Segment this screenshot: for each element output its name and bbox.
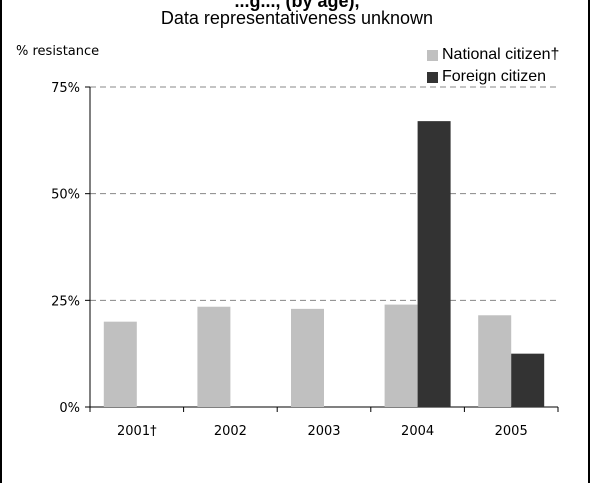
y-tick-label: 25% — [51, 294, 80, 309]
y-tick-label: 75% — [51, 81, 80, 96]
chart-title: ...g..., (by age), — [234, 0, 360, 11]
bar-foreign-4 — [511, 353, 545, 407]
bar-national-3 — [384, 304, 418, 407]
legend-swatch-national — [427, 49, 438, 61]
legend-item-national: National citizen† — [427, 44, 559, 66]
y-tick-label: 0% — [59, 401, 80, 416]
x-tick-label: 2003 — [307, 424, 340, 439]
x-tick-label: 2002 — [214, 424, 247, 439]
y-axis-label: % resistance — [16, 44, 100, 59]
bar-national-1 — [197, 306, 231, 407]
y-tick-label: 50% — [51, 188, 80, 203]
legend-label-foreign: Foreign citizen — [442, 68, 547, 85]
legend-swatch-foreign — [427, 71, 438, 83]
x-tick-label: 2001† — [117, 424, 157, 439]
bar-national-2 — [291, 308, 324, 407]
chart-subtitle: Data representativeness unknown — [160, 8, 434, 28]
legend-item-foreign: Foreign citizen — [427, 66, 559, 88]
bar-foreign-3 — [417, 121, 451, 407]
bar-national-4 — [478, 315, 512, 407]
x-tick-label: 2004 — [401, 424, 434, 439]
legend: National citizen† Foreign citizen — [427, 44, 559, 88]
bar-national-0 — [103, 321, 137, 407]
x-tick-label: 2005 — [495, 424, 528, 439]
legend-label-national: National citizen† — [442, 46, 560, 63]
